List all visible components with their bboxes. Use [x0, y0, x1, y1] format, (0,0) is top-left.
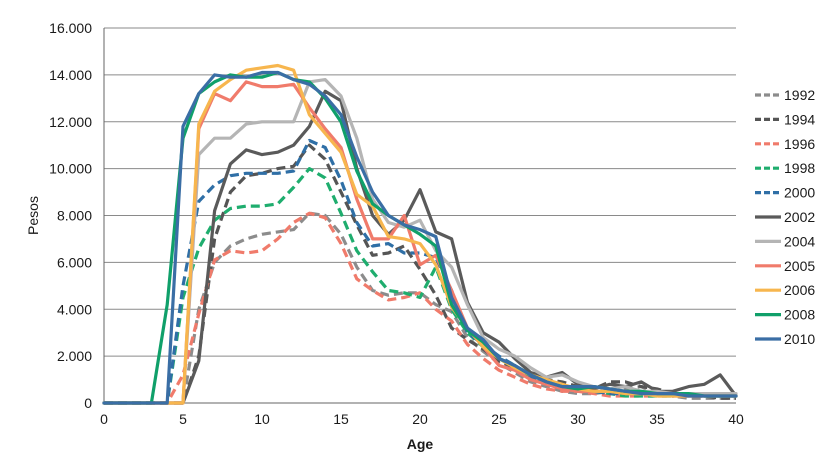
legend-label-2008: 2008: [784, 307, 815, 323]
legend-label-2004: 2004: [784, 233, 815, 249]
y-tick-label: 0: [84, 395, 92, 411]
legend-label-2006: 2006: [784, 282, 815, 298]
y-tick-label: 12.000: [49, 114, 92, 130]
legend-label-1998: 1998: [784, 160, 815, 176]
x-axis-title: Age: [407, 436, 434, 452]
legend-label-1994: 1994: [784, 111, 815, 127]
x-tick-label: 25: [491, 411, 507, 427]
x-tick-label: 10: [254, 411, 270, 427]
x-tick-label: 30: [570, 411, 586, 427]
legend-label-2010: 2010: [784, 331, 815, 347]
series-lines: [102, 63, 738, 405]
x-tick-label: 5: [179, 411, 187, 427]
legend-label-2000: 2000: [784, 185, 815, 201]
series-line-1992: [104, 211, 736, 405]
y-tick-label: 4.000: [57, 301, 92, 317]
x-tick-labels: 0 5 10 15 20 25 30 35 40: [100, 411, 744, 427]
legend-label-2002: 2002: [784, 209, 815, 225]
legend-label-1996: 1996: [784, 136, 815, 152]
series-line-2002: [102, 89, 738, 405]
axes: [103, 28, 736, 404]
legend: 1992 1994 1996 1998 2000 2002 2004 2005 2006 2008…: [755, 87, 815, 347]
y-axis-title: Pesos: [25, 196, 41, 235]
x-tick-label: 35: [649, 411, 665, 427]
y-tick-labels: 0 2.000 4.000 6.000 8.000 10.000 12.000 14.000 1…: [49, 20, 92, 411]
y-tick-label: 2.000: [57, 348, 92, 364]
legend-label-2005: 2005: [784, 258, 815, 274]
y-tick-label: 14.000: [49, 67, 92, 83]
y-tick-label: 16.000: [49, 20, 92, 36]
y-tick-label: 8.000: [57, 208, 92, 224]
series-line-2010: [102, 70, 738, 405]
series-line-1998: [104, 167, 736, 405]
x-tick-label: 0: [100, 411, 108, 427]
series-line-1996: [104, 211, 736, 405]
y-tick-label: 6.000: [57, 254, 92, 270]
x-tick-label: 40: [728, 411, 744, 427]
x-tick-label: 20: [412, 411, 428, 427]
legend-label-1992: 1992: [784, 87, 815, 103]
series-line-2004: [102, 77, 738, 405]
x-tick-label: 15: [333, 411, 349, 427]
y-tick-label: 10.000: [49, 161, 92, 177]
